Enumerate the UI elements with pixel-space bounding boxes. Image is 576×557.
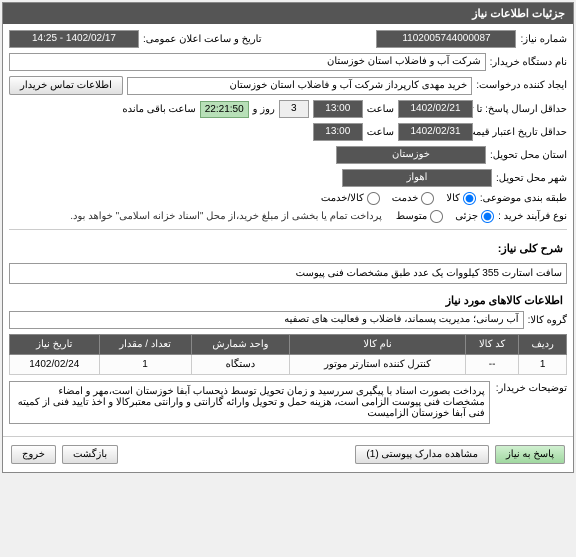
process-label: نوع فرآیند خرید : — [498, 211, 567, 222]
radio-goods-input[interactable] — [463, 192, 476, 205]
deadline-date-field: 1402/02/21 — [398, 100, 473, 118]
buyer-note-label: توضیحات خریدار: — [496, 381, 567, 424]
radio-medium[interactable]: متوسط — [396, 210, 443, 223]
requester-field: خرید مهدی کارپرداز شرکت آب و فاضلاب استا… — [127, 77, 472, 95]
col-date: تاریخ نیاز — [10, 335, 100, 355]
buyer-note-row: توضیحات خریدار: پرداخت بصورت اسناد با پی… — [9, 381, 567, 424]
remain-label: ساعت باقی مانده — [122, 104, 195, 115]
deadline-time-field: 13:00 — [313, 100, 363, 118]
form-area: شماره نیاز: 1102005744000087 تاریخ و ساع… — [3, 24, 573, 436]
announce-field: 1402/02/17 - 14:25 — [9, 30, 139, 48]
need-no-field: 1102005744000087 — [376, 30, 516, 48]
radio-both[interactable]: کالا/خدمت — [321, 192, 380, 205]
cell-row: 1 — [519, 355, 567, 375]
cell-date: 1402/02/24 — [10, 355, 100, 375]
radio-service-label: خدمت — [392, 193, 419, 204]
requester-label: ایجاد کننده درخواست: — [476, 80, 567, 91]
payment-note: پرداخت تمام یا بخشی از مبلغ خرید،از محل … — [70, 211, 382, 222]
deadline-label: حداقل ارسال پاسخ: تا تاریخ: — [477, 104, 567, 115]
city-label: شهر محل تحویل: — [496, 173, 567, 184]
attachments-button[interactable]: مشاهده مدارک پیوستی (1) — [355, 445, 489, 464]
row-validity: حداقل تاریخ اعتبار قیمت: تا تاریخ: 1402/… — [9, 123, 567, 141]
exit-button[interactable]: خروج — [11, 445, 56, 464]
category-label: طبقه بندی موضوعی: — [480, 193, 567, 204]
days-label: روز و — [253, 104, 275, 115]
announce-label: تاریخ و ساعت اعلان عمومی: — [143, 34, 262, 45]
row-category: طبقه بندی موضوعی: کالا خدمت کالا/خدمت — [9, 192, 567, 205]
radio-service-input[interactable] — [421, 192, 434, 205]
radio-both-input[interactable] — [367, 192, 380, 205]
radio-service[interactable]: خدمت — [392, 192, 435, 205]
panel-title: جزئیات اطلاعات نیاز — [3, 3, 573, 24]
radio-goods[interactable]: کالا — [446, 192, 476, 205]
row-org: نام دستگاه خریدار: شرکت آب و فاضلاب استا… — [9, 53, 567, 71]
validity-label: حداقل تاریخ اعتبار قیمت: تا تاریخ: — [477, 127, 567, 138]
table-header-row: ردیف کد کالا نام کالا واحد شمارش تعداد /… — [10, 335, 567, 355]
back-button[interactable]: بازگشت — [62, 445, 118, 464]
col-name: نام کالا — [290, 335, 466, 355]
radio-partial-label: جزئی — [455, 211, 478, 222]
col-code: کد کالا — [465, 335, 519, 355]
radio-medium-label: متوسط — [396, 211, 427, 222]
radio-medium-input[interactable] — [430, 210, 443, 223]
cell-unit: دستگاه — [191, 355, 290, 375]
category-radio-group: کالا خدمت کالا/خدمت — [321, 192, 476, 205]
province-field: خوزستان — [336, 146, 486, 164]
radio-partial[interactable]: جزئی — [455, 210, 494, 223]
row-process: نوع فرآیند خرید : جزئی متوسط پرداخت تمام… — [9, 210, 567, 223]
province-label: استان محل تحویل: — [490, 150, 567, 161]
countdown-field: 22:21:50 — [200, 101, 249, 118]
need-no-label: شماره نیاز: — [520, 34, 567, 45]
desc-text: سافت استارت 355 کیلووات یک عدد طبق مشخصا… — [9, 263, 567, 284]
respond-button[interactable]: پاسخ به نیاز — [495, 445, 565, 464]
contact-buyer-button[interactable]: اطلاعات تماس خریدار — [9, 76, 123, 95]
validity-date-field: 1402/02/31 — [398, 123, 473, 141]
row-requester: ایجاد کننده درخواست: خرید مهدی کارپرداز … — [9, 76, 567, 95]
row-need-no: شماره نیاز: 1102005744000087 تاریخ و ساع… — [9, 30, 567, 48]
days-field: 3 — [279, 100, 309, 118]
cell-code: -- — [465, 355, 519, 375]
footer-buttons: پاسخ به نیاز مشاهده مدارک پیوستی (1) باز… — [3, 436, 573, 472]
org-label: نام دستگاه خریدار: — [490, 57, 567, 68]
col-qty: تعداد / مقدار — [99, 335, 191, 355]
org-field: شرکت آب و فاضلاب استان خوزستان — [9, 53, 486, 71]
city-field: اهواز — [342, 169, 492, 187]
cell-name: کنترل کننده استارتر موتور — [290, 355, 466, 375]
radio-partial-input[interactable] — [481, 210, 494, 223]
group-field: آب رسانی؛ مدیریت پسماند، فاضلاب و فعالیت… — [9, 311, 524, 329]
table-row: 1 -- کنترل کننده استارتر موتور دستگاه 1 … — [10, 355, 567, 375]
radio-both-label: کالا/خدمت — [321, 193, 364, 204]
row-province: استان محل تحویل: خوزستان — [9, 146, 567, 164]
goods-table: ردیف کد کالا نام کالا واحد شمارش تعداد /… — [9, 334, 567, 375]
cell-qty: 1 — [99, 355, 191, 375]
desc-title: شرح کلی نیاز: — [9, 236, 567, 259]
row-deadline: حداقل ارسال پاسخ: تا تاریخ: 1402/02/21 س… — [9, 100, 567, 118]
col-row: ردیف — [519, 335, 567, 355]
time-label-2: ساعت — [367, 127, 394, 138]
buyer-note-text: پرداخت بصورت اسناد با پیگیری سررسید و زم… — [9, 381, 490, 424]
group-label: گروه کالا: — [528, 315, 567, 326]
row-group: گروه کالا: آب رسانی؛ مدیریت پسماند، فاضل… — [9, 311, 567, 329]
details-panel: جزئیات اطلاعات نیاز شماره نیاز: 11020057… — [2, 2, 574, 473]
row-city: شهر محل تحویل: اهواز — [9, 169, 567, 187]
goods-title: اطلاعات کالاهای مورد نیاز — [9, 288, 567, 311]
col-unit: واحد شمارش — [191, 335, 290, 355]
validity-time-field: 13:00 — [313, 123, 363, 141]
radio-goods-label: کالا — [446, 193, 460, 204]
time-label-1: ساعت — [367, 104, 394, 115]
process-radio-group: جزئی متوسط — [396, 210, 494, 223]
